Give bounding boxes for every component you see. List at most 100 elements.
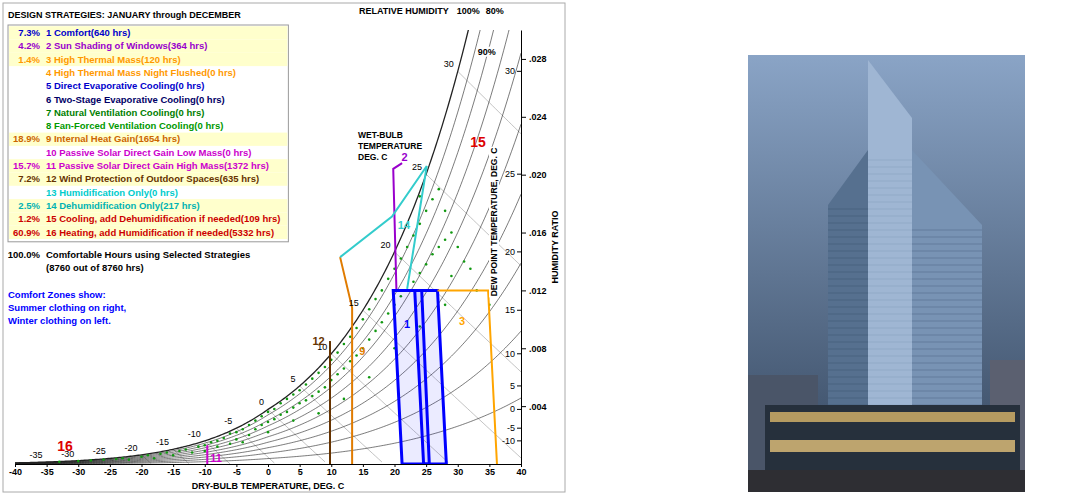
photo-shape bbox=[868, 258, 912, 259]
tick-label: -10 bbox=[199, 467, 212, 477]
data-point bbox=[419, 195, 422, 198]
photo-shape bbox=[912, 370, 982, 371]
data-point bbox=[115, 458, 118, 461]
photo-shape bbox=[912, 349, 982, 350]
photo-shape bbox=[912, 328, 982, 329]
photo-shape bbox=[868, 174, 912, 175]
x-tick: 10 bbox=[327, 464, 337, 477]
data-point bbox=[444, 304, 447, 307]
data-point bbox=[463, 260, 466, 263]
tick-label: -15 bbox=[167, 467, 180, 477]
data-point bbox=[166, 451, 169, 454]
photo-shape bbox=[765, 405, 1020, 470]
data-point bbox=[235, 431, 238, 434]
photo-shape bbox=[828, 349, 868, 350]
y-axis-title: HUMIDITY RATIO bbox=[550, 210, 560, 283]
tick-label: -35 bbox=[41, 467, 54, 477]
y-tick: .004 bbox=[521, 402, 547, 412]
rh-inline: 90% bbox=[477, 47, 497, 57]
photo-shape bbox=[912, 251, 982, 252]
note: Winter clothing on left. bbox=[8, 315, 111, 326]
label-patch bbox=[477, 47, 497, 57]
wet-bulb-label: -35 bbox=[30, 450, 43, 460]
photo-shape bbox=[770, 412, 1015, 422]
data-point bbox=[444, 238, 447, 241]
photo-shape bbox=[828, 279, 868, 280]
data-point bbox=[191, 451, 194, 454]
data-point bbox=[469, 267, 472, 270]
data-point bbox=[343, 343, 346, 346]
strategy-zone bbox=[340, 257, 352, 464]
data-point bbox=[368, 338, 371, 341]
data-point bbox=[317, 390, 320, 393]
photo-shape bbox=[868, 209, 912, 210]
legend-row-highlight bbox=[9, 173, 287, 186]
wet-bulb-label: -10 bbox=[188, 429, 201, 439]
chart-panel bbox=[3, 3, 565, 492]
data-point bbox=[387, 278, 390, 281]
photo-shape bbox=[868, 363, 912, 364]
legend-box bbox=[8, 25, 288, 242]
photo-shape bbox=[912, 258, 982, 259]
data-point bbox=[362, 318, 365, 321]
data-point bbox=[292, 393, 295, 396]
photo-shape bbox=[868, 300, 912, 301]
legend-label: 13 Humidification Only(0 hrs) bbox=[46, 187, 178, 198]
tick-mark bbox=[521, 290, 526, 291]
data-point bbox=[147, 454, 150, 457]
photo-shape bbox=[828, 216, 868, 217]
y-tick: .008 bbox=[521, 344, 547, 354]
tick-label: 25 bbox=[422, 467, 432, 477]
photo-shape bbox=[868, 237, 912, 238]
data-point bbox=[324, 386, 327, 389]
photo-shape bbox=[828, 384, 868, 385]
tick-mark bbox=[521, 348, 526, 349]
axis-title: DEW POINT TEMPERATURE, DEG. C bbox=[489, 148, 499, 297]
tick-label: .012 bbox=[529, 286, 547, 296]
photo-shape bbox=[770, 440, 1015, 452]
data-point bbox=[153, 457, 156, 460]
legend-label: 5 Direct Evaporative Cooling(0 hrs) bbox=[46, 80, 204, 91]
data-point bbox=[286, 398, 289, 401]
tick-label: .016 bbox=[529, 228, 547, 238]
dew-point-label: 15 bbox=[505, 305, 515, 315]
legend-label: 14 Dehumidification Only(217 hrs) bbox=[46, 200, 200, 211]
data-point bbox=[374, 298, 377, 301]
x-tick: 25 bbox=[422, 464, 432, 477]
x-axis: -40-35-30-25-20-15-10-50510152025303540 bbox=[9, 464, 527, 477]
photo-shape bbox=[912, 335, 982, 336]
photo-shape bbox=[828, 258, 868, 259]
data-point bbox=[248, 424, 251, 427]
data-point bbox=[235, 438, 238, 441]
tick-label: 5 bbox=[298, 467, 303, 477]
data-point bbox=[222, 437, 225, 440]
data-point bbox=[197, 445, 200, 448]
data-point bbox=[229, 432, 232, 435]
data-point bbox=[437, 188, 440, 191]
legend-row-highlight bbox=[9, 26, 287, 39]
tick-mark bbox=[521, 117, 526, 118]
photo-shape bbox=[868, 314, 912, 315]
data-point bbox=[241, 441, 244, 444]
photo-shape bbox=[868, 293, 912, 294]
legend-row-highlight bbox=[9, 199, 287, 212]
note: Comfort Zones show: bbox=[8, 289, 106, 300]
dew-point-label: 10 bbox=[505, 349, 515, 359]
tick-mark bbox=[521, 59, 526, 60]
dew-point-tick bbox=[517, 174, 521, 175]
photo-shape bbox=[868, 188, 912, 189]
dew-point-tick bbox=[517, 353, 521, 354]
tick-label: .020 bbox=[529, 170, 547, 180]
photo-shape bbox=[868, 167, 912, 168]
photo-shape bbox=[868, 230, 912, 231]
x-tick: -35 bbox=[41, 464, 54, 477]
photo-shape bbox=[828, 342, 868, 343]
tick-label: -25 bbox=[104, 467, 117, 477]
dew-point-title: DEW POINT TEMPERATURE, DEG. C bbox=[489, 147, 499, 298]
x-axis-title: DRY-BULB TEMPERATURE, DEG. C bbox=[192, 481, 345, 491]
legend-label: 1 Comfort(640 hrs) bbox=[46, 27, 130, 38]
tick-mark bbox=[521, 175, 526, 176]
strategy-zone bbox=[340, 166, 427, 289]
tick-label: .028 bbox=[529, 54, 547, 64]
dew-point-label: -5 bbox=[507, 423, 515, 433]
